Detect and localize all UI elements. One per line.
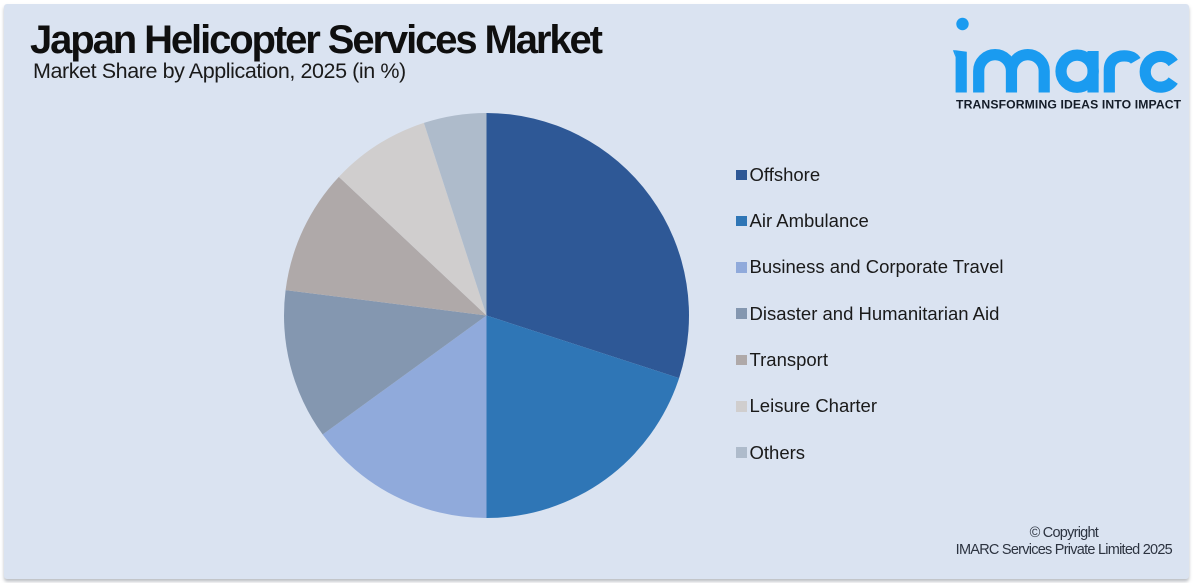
svg-text:TRANSFORMING IDEAS INTO IMPACT: TRANSFORMING IDEAS INTO IMPACT (956, 98, 1182, 112)
